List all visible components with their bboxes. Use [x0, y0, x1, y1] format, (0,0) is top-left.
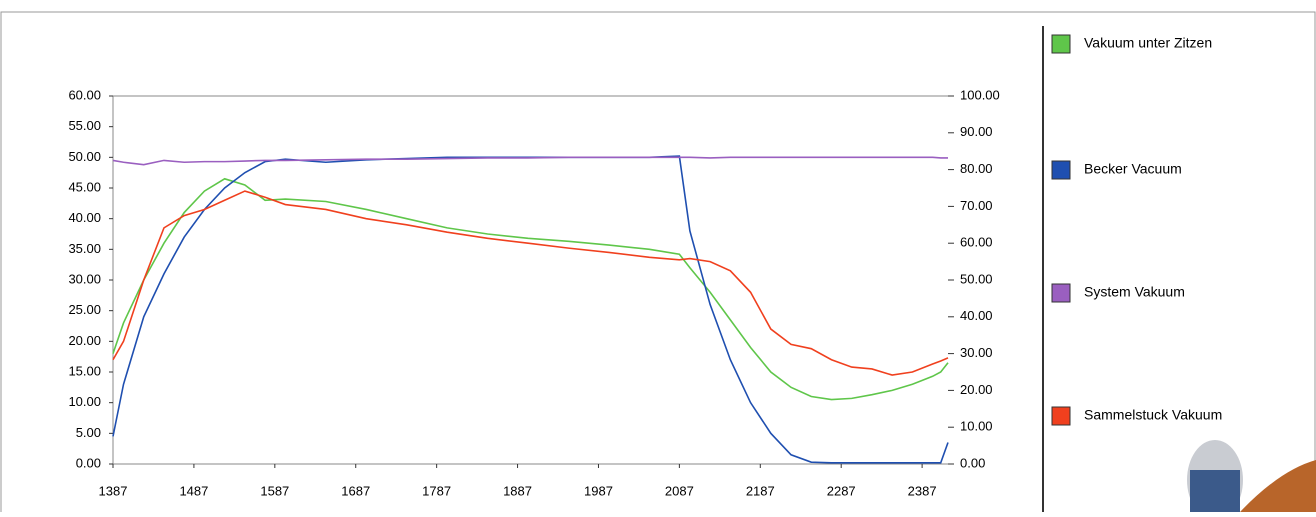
y-tick-label: 50.00	[68, 149, 101, 164]
x-tick-label: 1687	[341, 483, 370, 498]
series-line	[112, 156, 948, 166]
x-tick-label: 1987	[584, 483, 613, 498]
series-line	[112, 155, 949, 464]
y-tick-label: 5.00	[76, 425, 101, 440]
x-tick-label: 2187	[746, 483, 775, 498]
legend-swatch	[1051, 283, 1071, 303]
y2-tick-label: 40.00	[960, 308, 993, 323]
x-tick-label: 2387	[908, 483, 937, 498]
legend-swatch	[1051, 34, 1071, 54]
x-tick-label: 1487	[179, 483, 208, 498]
y-tick-label: 40.00	[68, 210, 101, 225]
y2-tick-label: 50.00	[960, 271, 993, 286]
y-tick-label: 35.00	[68, 241, 101, 256]
legend-label: System Vakuum	[1084, 284, 1185, 300]
y2-tick-label: 10.00	[960, 419, 993, 434]
y2-tick-label: 0.00	[960, 455, 985, 470]
y2-tick-label: 30.00	[960, 345, 993, 360]
legend: Vakuum unter Zitzen Becker Vacuum System V…	[1051, 34, 1222, 426]
legend-label: Vakuum unter Zitzen	[1084, 35, 1212, 51]
y-tick-label: 15.00	[68, 363, 101, 378]
x-tick-label: 2087	[665, 483, 694, 498]
x-tick-label: 2287	[827, 483, 856, 498]
y2-tick-label: 20.00	[960, 382, 993, 397]
y-tick-label: 0.00	[76, 455, 101, 470]
frame	[0, 11, 1316, 517]
y-tick-label: 60.00	[68, 87, 101, 102]
y-tick-label: 20.00	[68, 333, 101, 348]
legend-label: Becker Vacuum	[1084, 161, 1182, 177]
legend-swatch	[1051, 406, 1071, 426]
y-tick-label: 45.00	[68, 179, 101, 194]
x-tick-label: 1387	[99, 483, 128, 498]
series-line	[112, 177, 949, 401]
legend-swatch	[1051, 160, 1071, 180]
y-tick-label: 55.00	[68, 118, 101, 133]
legend-label: Sammelstuck Vakuum	[1084, 407, 1222, 423]
y2-tick-label: 90.00	[960, 124, 993, 139]
y-tick-label: 25.00	[68, 302, 101, 317]
y2-tick-label: 100.00	[960, 87, 1000, 102]
y2-tick-label: 70.00	[960, 198, 993, 213]
y2-tick-label: 80.00	[960, 161, 993, 176]
y2-tick-label: 60.00	[960, 235, 993, 250]
x-tick-label: 1587	[260, 483, 289, 498]
x-tick-label: 1787	[422, 483, 451, 498]
x-tick-label: 1887	[503, 483, 532, 498]
y-tick-label: 10.00	[68, 394, 101, 409]
series-line	[112, 190, 949, 376]
y-tick-label: 30.00	[68, 271, 101, 286]
device-photo	[1187, 440, 1316, 517]
